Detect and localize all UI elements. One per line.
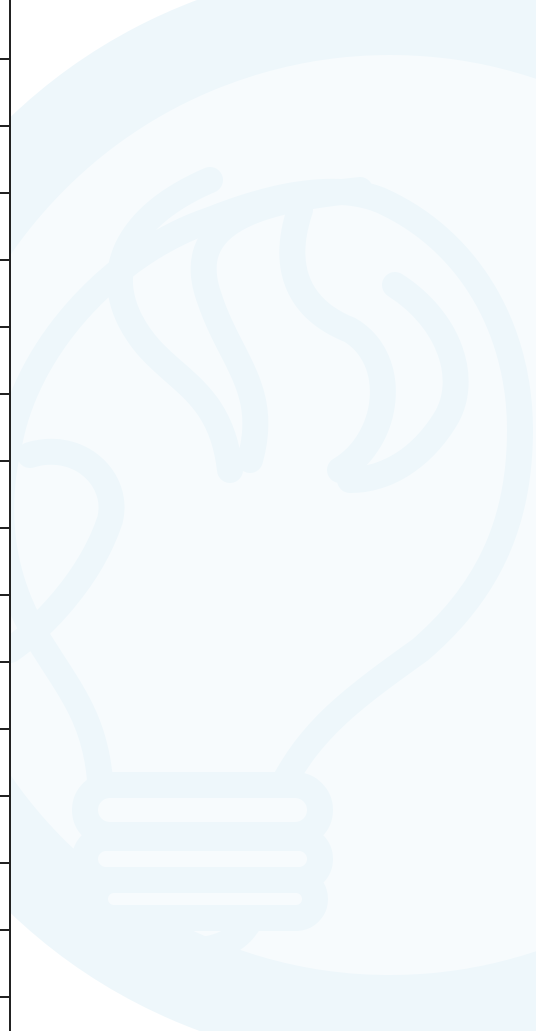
rail-tick — [0, 996, 11, 998]
filament-swirl-3 — [279, 197, 396, 483]
rail-tick — [0, 594, 11, 596]
bulb-base-3 — [82, 867, 328, 931]
rail-tick — [0, 58, 11, 60]
rail-tick — [0, 192, 11, 194]
rail-tick — [0, 728, 11, 730]
rail-tick — [0, 527, 11, 529]
rail-tick — [0, 125, 11, 127]
filament-swirl-1 — [107, 167, 243, 483]
rail-tick — [0, 460, 11, 462]
rail-tick — [0, 661, 11, 663]
rail-tick — [0, 259, 11, 261]
filament-swirl-2 — [190, 177, 373, 473]
rail-tick — [0, 862, 11, 864]
filament-swirl-4 — [337, 272, 469, 493]
rail-tick — [0, 795, 11, 797]
rail-tick — [0, 326, 11, 328]
rail-tick — [0, 929, 11, 931]
left-rail — [0, 0, 11, 1031]
rail-tick — [0, 393, 11, 395]
filament-left — [0, 438, 125, 663]
rail-ticks — [0, 0, 11, 1031]
bulb-tip — [127, 907, 263, 963]
